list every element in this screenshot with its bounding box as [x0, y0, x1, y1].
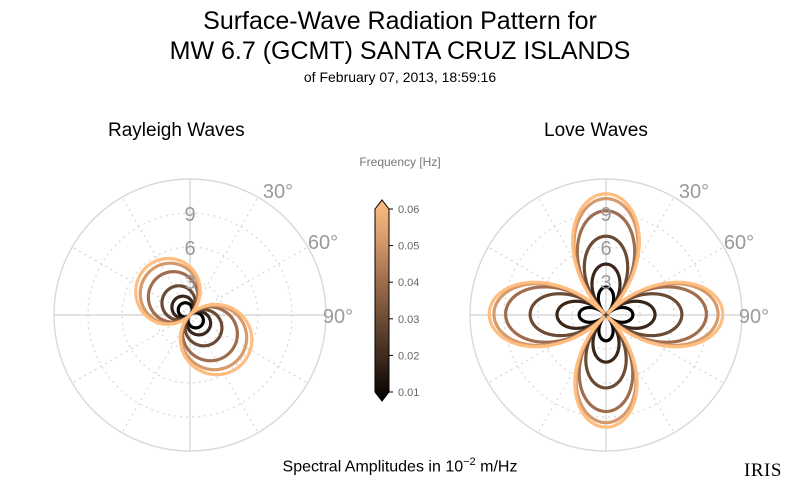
radial-tick-label: 3 [600, 272, 611, 294]
polar-panel-rayleigh: 3 6 9 30° 60° 90° [53, 178, 353, 452]
colorbar-label: Frequency [Hz] [359, 155, 440, 169]
chart-subtitle: of February 07, 2013, 18:59:16 [303, 69, 497, 85]
footer-exponent: −2 [463, 456, 476, 468]
polar-grid-spoke [487, 314, 607, 384]
colorbar-bar [374, 199, 390, 402]
radial-tick-label: 6 [600, 238, 611, 260]
chart-title-block: Surface-Wave Radiation Pattern for MW 6.… [0, 6, 800, 86]
polar-grid-spoke [605, 314, 675, 434]
pattern-curve-rayleigh [134, 256, 254, 377]
colorbar-tick-label: 0.04 [398, 277, 419, 289]
polar-grid-spoke [487, 246, 607, 316]
angle-tick-label: 30° [263, 181, 293, 203]
pattern-curve-love [528, 234, 684, 390]
pattern-curve-love [577, 285, 635, 343]
footer-base: 10 [445, 458, 464, 476]
colorbar-tick-label: 0.06 [398, 204, 419, 216]
polar-panel-love: 3 6 9 30° 60° 90° [469, 178, 769, 452]
rayleigh-panel-title: Rayleigh Waves [108, 120, 245, 141]
polar-grid-spoke [189, 314, 309, 384]
chart-title-line2: MW 6.7 (GCMT) SANTA CRUZ ISLANDS [169, 37, 631, 65]
footer-text: Spectral Amplitudes in [282, 458, 441, 476]
polar-grid-spoke [71, 246, 191, 316]
colorbar-tick-label: 0.05 [398, 241, 419, 253]
iris-logo: IRIS [744, 460, 782, 481]
polar-grid-spoke [189, 246, 309, 316]
angle-tick-label: 60° [308, 232, 338, 254]
angle-tick-label: 30° [679, 181, 709, 203]
pattern-curve-love [487, 192, 725, 429]
pattern-curve-rayleigh [160, 284, 224, 348]
polar-grid-spoke [71, 314, 191, 384]
colorbar-tick-label: 0.02 [398, 350, 419, 362]
footer-caption: Spectral Amplitudes in 10−2 m/Hz [0, 456, 800, 476]
polar-grid-spoke [537, 314, 607, 434]
love-panel-title: Love Waves [544, 120, 648, 141]
radial-tick-label: 6 [184, 238, 195, 260]
colorbar: Frequency [Hz] 0.01 0.02 0.03 0.04 0.05 0.06 [359, 155, 441, 402]
radial-tick-label: 9 [600, 204, 611, 226]
colorbar-tick-label: 0.03 [398, 314, 419, 326]
colorbar-tick-label: 0.01 [398, 387, 419, 399]
radial-tick-label: 3 [184, 272, 195, 294]
angle-tick-label: 90° [323, 306, 353, 328]
polar-grid-spoke [121, 314, 191, 434]
chart-title-line1: Surface-Wave Radiation Pattern for [203, 7, 597, 35]
angle-tick-label: 90° [739, 306, 769, 328]
radial-tick-label: 9 [184, 204, 195, 226]
footer-unit: m/Hz [480, 458, 518, 476]
pattern-curve-love [555, 262, 657, 364]
angle-tick-label: 60° [724, 232, 754, 254]
